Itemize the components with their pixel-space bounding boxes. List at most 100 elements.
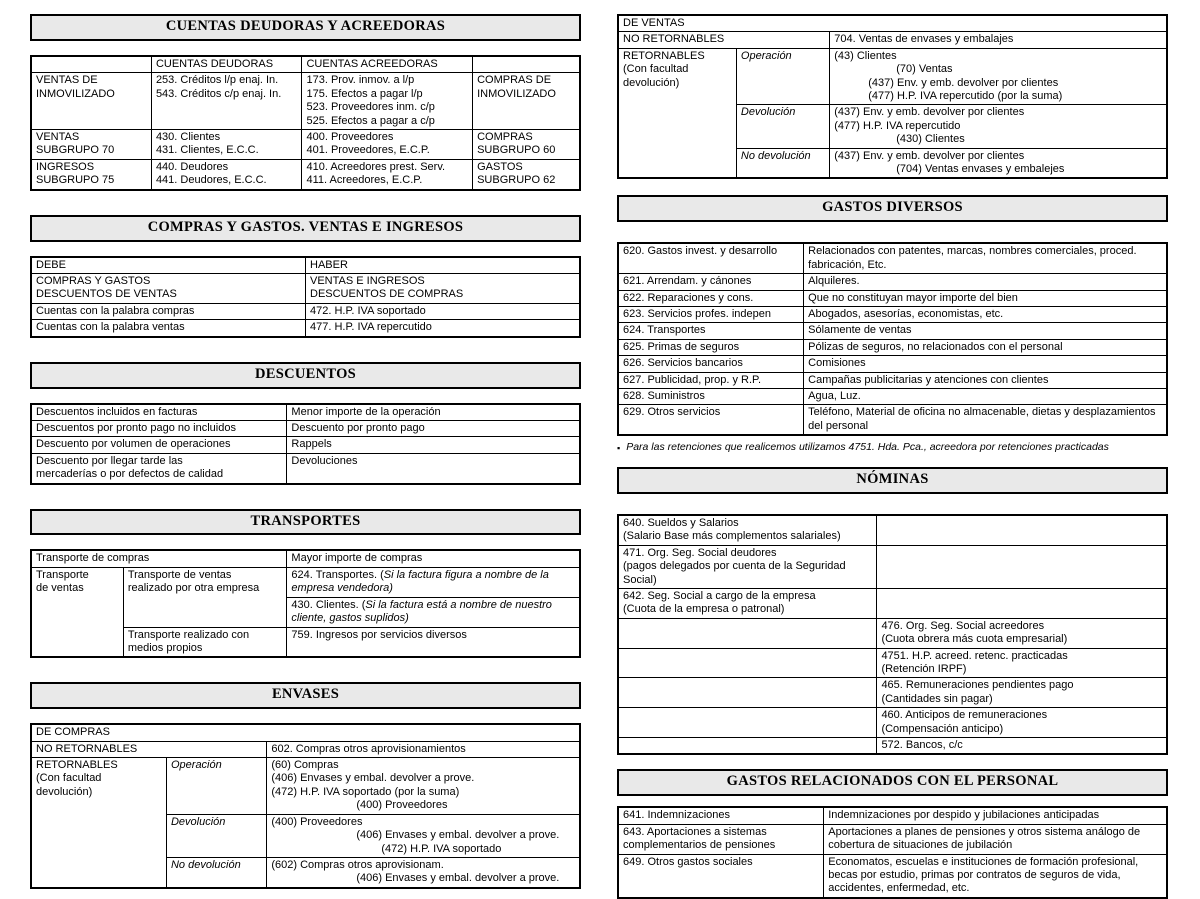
left-column: CUENTAS DEUDORAS Y ACREEDORAS CUENTAS DE… [30,14,581,889]
line: VENTAS [36,130,80,143]
table-descuentos: Descuentos incluidos en facturas Menor i… [30,402,581,485]
line-indent: (472) H.P. IVA soportado [381,842,502,855]
line: VENTAS DE [36,74,98,87]
cell-haber-cuenta: 465. Remuneraciones pendientes pago (Can… [876,677,1168,709]
cell-palabra-ventas: Cuentas con la palabra ventas [30,319,306,338]
line: SUBGRUPO 70 [36,144,115,157]
cell-retornables-label: RETORNABLES (Con facultad devolución) [617,47,737,179]
line: Transporte realizado con [127,628,250,641]
table-row: Cuentas con la palabra compras 472. H.P.… [30,302,581,321]
line: 410. Acreedores prest. Serv. [306,160,446,173]
line: DESCUENTOS DE COMPRAS [310,288,464,301]
table-envases-de-ventas: DE VENTAS NO RETORNABLES 704. Ventas de … [617,14,1168,180]
header-cell-de-compras: DE COMPRAS [30,723,581,742]
table-row: 471. Org. Seg. Social deudores (pagos de… [617,544,1168,589]
line: (406) Envases y embal. devolver a prove. [271,772,475,785]
header-cell-de-ventas: DE VENTAS [617,14,1168,33]
cell-haber-cuenta: 460. Anticipos de remuneraciones (Compen… [876,707,1168,738]
cell-cuenta-code: 622. Reparaciones y cons. [617,289,805,308]
line: COMPRAS [477,130,533,143]
line: (43) Clientes [834,49,897,62]
line: COMPRAS Y GASTOS [36,274,151,287]
cell-debe-cuenta-empty [617,737,878,755]
cell-devolucion-label: Devolución [735,104,831,149]
line: 173. Prov. inmov. a l/p [306,74,415,87]
cell-operacion-asiento: (60) Compras (406) Envases y embal. devo… [266,757,581,815]
table-row: RETORNABLES (Con facultad devolución) Op… [617,47,1168,179]
line: (437) Env. y emb. devolver por clientes [834,149,1025,162]
section-title-gastos-diversos: GASTOS DIVERSOS [617,195,1168,223]
header-cell-haber: HABER [305,256,581,274]
line: SUBGRUPO 60 [477,144,556,157]
header-cell-empty-right [472,55,581,74]
line: 543. Créditos c/p enaj. In. [155,87,282,100]
row-label-ventas-subgrupo-70: VENTAS SUBGRUPO 70 [30,128,152,160]
cell-no-devolucion-label: No devolución [165,856,268,889]
cell-haber-cuenta: 476. Org. Seg. Social acreedores (Cuota … [876,617,1168,649]
cell-cuenta-code: 641. Indemnizaciones [617,806,825,825]
table-transportes: Transporte de compras Mayor importe de c… [30,549,581,659]
cell-cuenta-code: 623. Servicios profes. indepen [617,306,805,324]
line: realizado por otra empresa [127,582,260,595]
cell-operacion-label: Operación [165,757,268,815]
header-cell-cuentas-acreedoras: CUENTAS ACREEDORAS [301,55,474,74]
cell-debe-cuenta: 642. Seg. Social a cargo de la empresa (… [617,587,878,619]
cell-cuenta-desc: Agua, Luz. [803,388,1168,406]
cell-cuenta-code: 621. Arrendam. y cánones [617,273,805,291]
cell-cuenta-code: 629. Otros servicios [617,404,805,436]
line: (Con facultad [623,63,689,76]
cell-acreedoras-gastos: 410. Acreedores prest. Serv. 411. Acreed… [301,158,474,191]
cell-acreedoras-ventas: 400. Proveedores 401. Proveedores, E.C.P… [301,128,474,160]
line-indent: (406) Envases y embal. devolver a prove. [356,829,560,842]
cell-cuenta-code: 624. Transportes [617,322,805,340]
table-row: 476. Org. Seg. Social acreedores (Cuota … [617,617,1168,649]
table-row: Transporte de compras Mayor importe de c… [30,549,581,568]
table-row: 430. Clientes. (Si la factura está a nom… [31,596,581,628]
cell-debe-cuenta-empty [617,707,878,738]
section-title-transportes: TRANSPORTES [30,508,581,536]
table-row: NO RETORNABLES 704. Ventas de envases y … [617,31,1168,49]
line: INMOVILIZADO [477,87,556,100]
cell-operacion-asiento: (43) Clientes (70) Ventas (437) Env. y e… [829,47,1168,106]
table-row: 627. Publicidad, prop. y R.P. Campañas p… [617,371,1168,390]
section-title-descuentos: DESCUENTOS [30,361,581,389]
cell-mayor-importe-compras: Mayor importe de compras [286,549,581,568]
table-header-row: DE COMPRAS [30,723,581,742]
line-indent: (406) Envases y embal. devolver a prove. [356,872,560,885]
table-row: 628. Suministros Agua, Luz. [617,388,1168,406]
line: (Con facultad [36,772,102,785]
section-title-gastos-personal: GASTOS RELACIONADOS CON EL PERSONAL [617,769,1168,797]
line: 253. Créditos l/p enaj. In. [155,74,279,87]
line: (437) Env. y emb. devolver por clientes [834,106,1025,119]
cell-iva-repercutido: 477. H.P. IVA repercutido [305,319,581,338]
table-row: VENTAS SUBGRUPO 70 430. Clientes 431. Cl… [30,128,581,160]
line: INGRESOS [36,160,95,173]
cell-transporte-compras: Transporte de compras [30,549,288,568]
table-row: Transporte de ventas Transporte de venta… [30,566,581,658]
cell-430-clientes: 430. Clientes. (Si la factura está a nom… [286,596,581,628]
line: (60) Compras [271,759,339,772]
line: INMOVILIZADO [36,87,115,100]
cell-cuenta-code: 643. Aportaciones a sistemas complementa… [617,823,825,855]
header-cell-cuentas-deudoras: CUENTAS DEUDORAS [150,55,303,74]
table-row: 620. Gastos invest. y desarrollo Relacio… [617,242,1168,275]
table-compras-gastos: DEBE HABER COMPRAS Y GASTOS DESCUENTOS D… [30,255,581,338]
table-row: 460. Anticipos de remuneraciones (Compen… [617,707,1168,738]
cell-cuenta-desc: Pólizas de seguros, no relacionados con … [803,338,1168,357]
line: 460. Anticipos de remuneraciones [881,709,1048,722]
line: (472) H.P. IVA soportado (por la suma) [271,785,460,798]
line: 401. Proveedores, E.C.P. [306,144,430,157]
line: 440. Deudores [155,160,229,173]
header-cell-empty-left [30,55,152,74]
table-row: 622. Reparaciones y cons. Que no constit… [617,289,1168,308]
cell-cuenta-code: 620. Gastos invest. y desarrollo [617,242,805,275]
table-row: Devolución (437) Env. y emb. devolver po… [618,104,1168,149]
cell-descuento-value: Devoluciones [286,452,581,485]
row-label-compras-inmovilizado: COMPRAS DE INMOVILIZADO [472,72,581,130]
cell-cuenta-desc: Relacionados con patentes, marcas, nombr… [803,242,1168,275]
line-indent: (400) Proveedores [356,799,448,812]
line: (pagos delegados por cuenta de la Seguri… [623,560,846,586]
line-indent: (704) Ventas envases y embalejes [896,163,1065,176]
row-label-ingresos-subgrupo-75: INGRESOS SUBGRUPO 75 [30,158,152,191]
line: 525. Efectos a pagar a c/p [306,114,435,127]
